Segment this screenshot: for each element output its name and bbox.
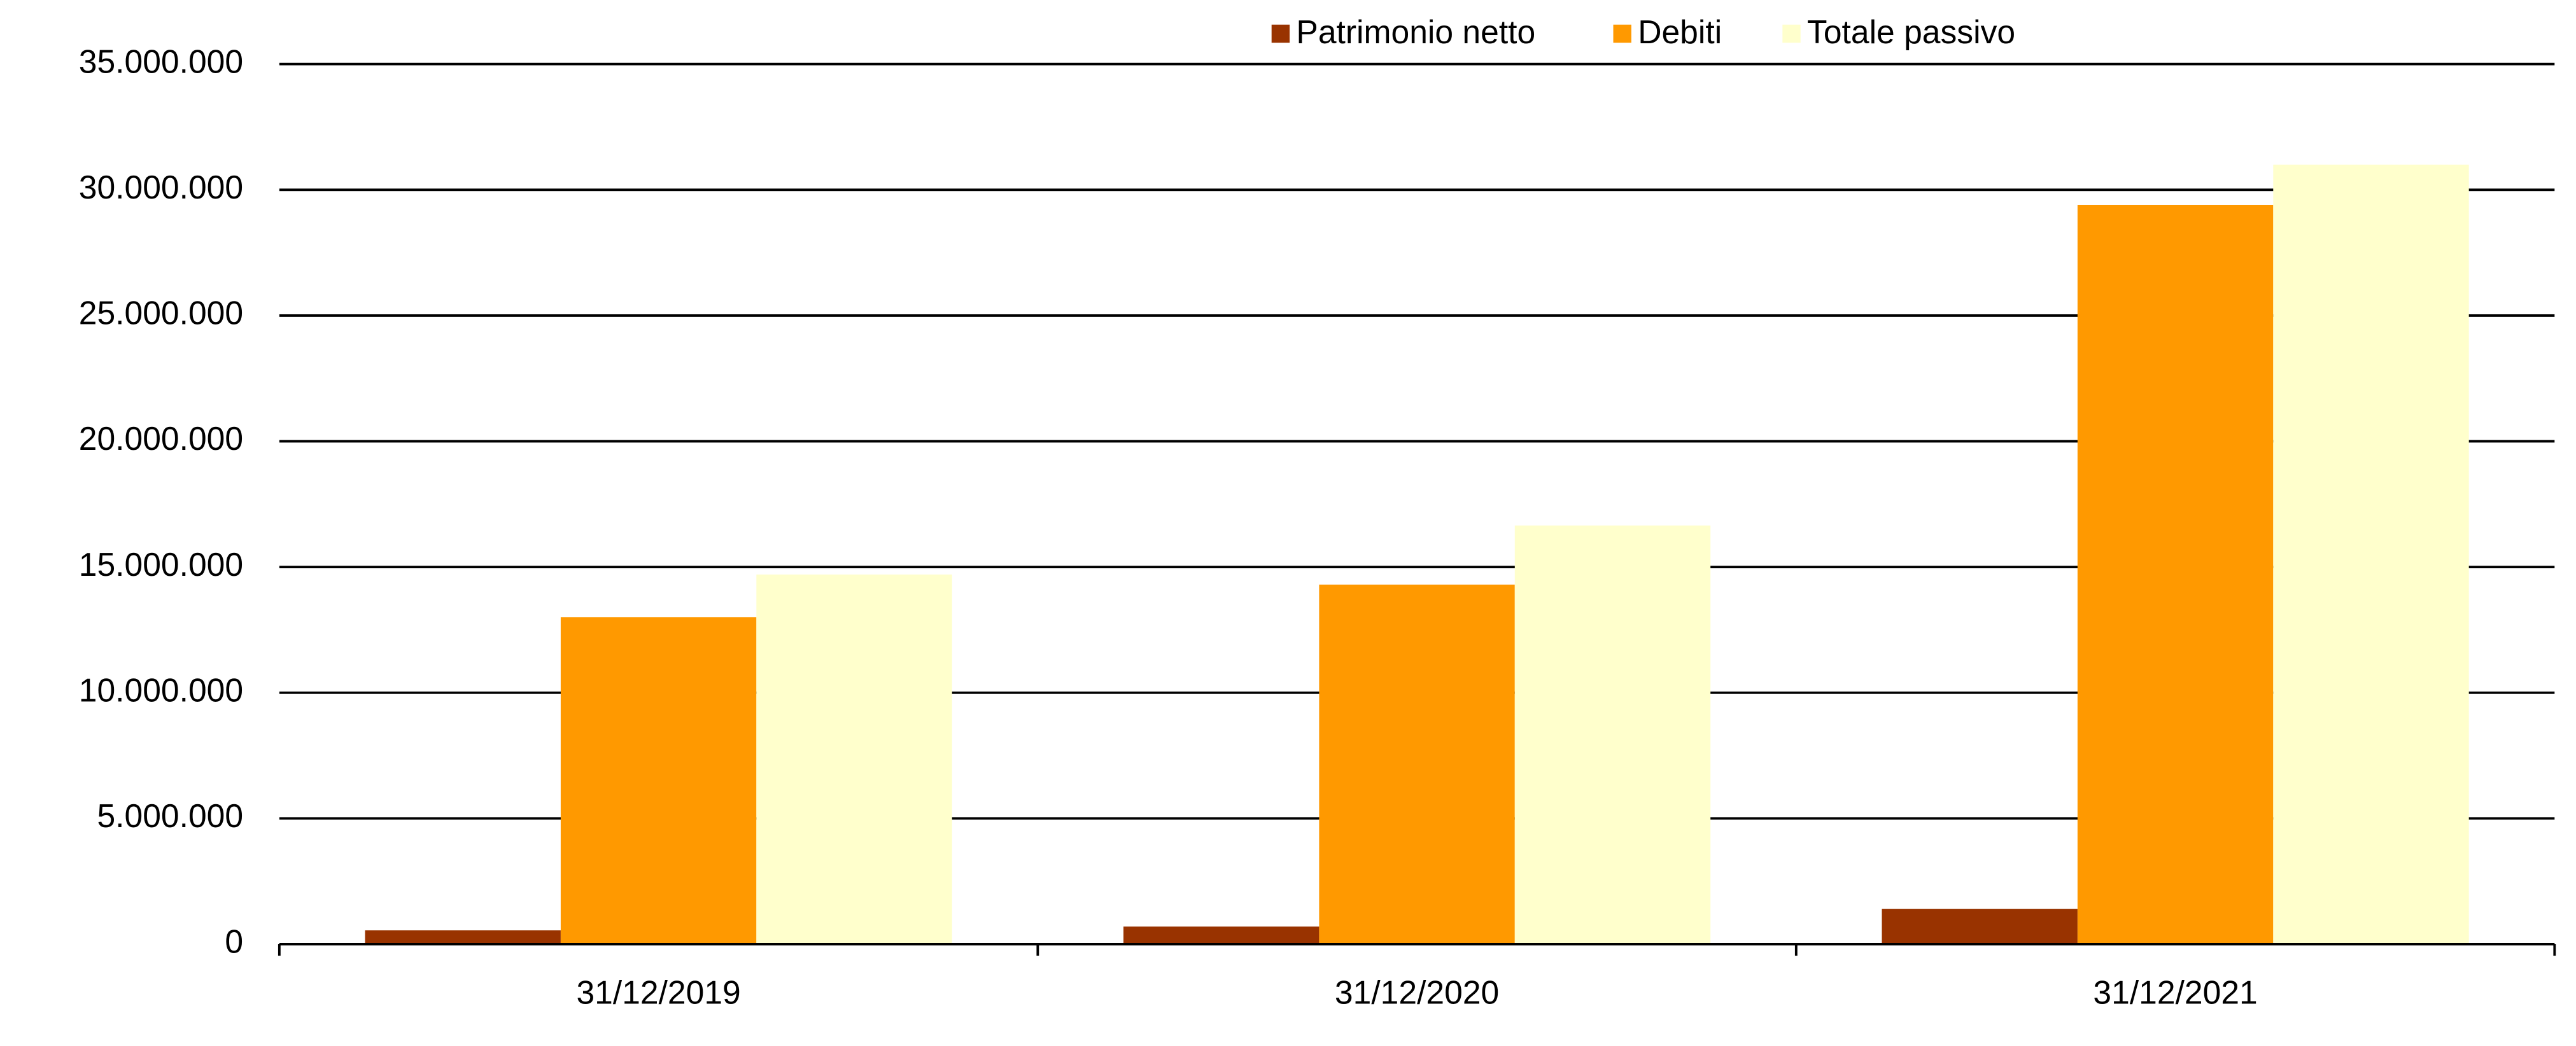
bar	[1123, 926, 1320, 944]
bar	[560, 617, 757, 944]
legend-label: Debiti	[1638, 13, 1722, 50]
legend-swatch	[1271, 24, 1290, 43]
y-tick-label: 30.000.000	[79, 169, 243, 206]
y-tick-label: 25.000.000	[79, 295, 243, 331]
bar	[1882, 909, 2078, 944]
bar	[365, 930, 561, 944]
y-tick-label: 35.000.000	[79, 43, 243, 80]
y-tick-label: 0	[225, 923, 243, 960]
legend-label: Patrimonio netto	[1296, 13, 1535, 50]
y-tick-label: 20.000.000	[79, 420, 243, 457]
legend-label: Totale passivo	[1807, 13, 2015, 50]
y-tick-label: 10.000.000	[79, 671, 243, 708]
y-tick-label: 5.000.000	[97, 797, 243, 834]
bar	[2077, 204, 2274, 944]
y-tick-label: 15.000.000	[79, 546, 243, 583]
bar	[2273, 164, 2469, 944]
x-tick-label: 31/12/2019	[576, 974, 740, 1011]
x-tick-label: 31/12/2021	[2093, 974, 2257, 1011]
legend-swatch	[1782, 24, 1801, 43]
x-tick-label: 31/12/2020	[1335, 974, 1499, 1011]
legend-swatch	[1613, 24, 1631, 43]
bar	[1514, 525, 1711, 944]
bar	[1319, 584, 1515, 944]
bar	[756, 574, 952, 944]
